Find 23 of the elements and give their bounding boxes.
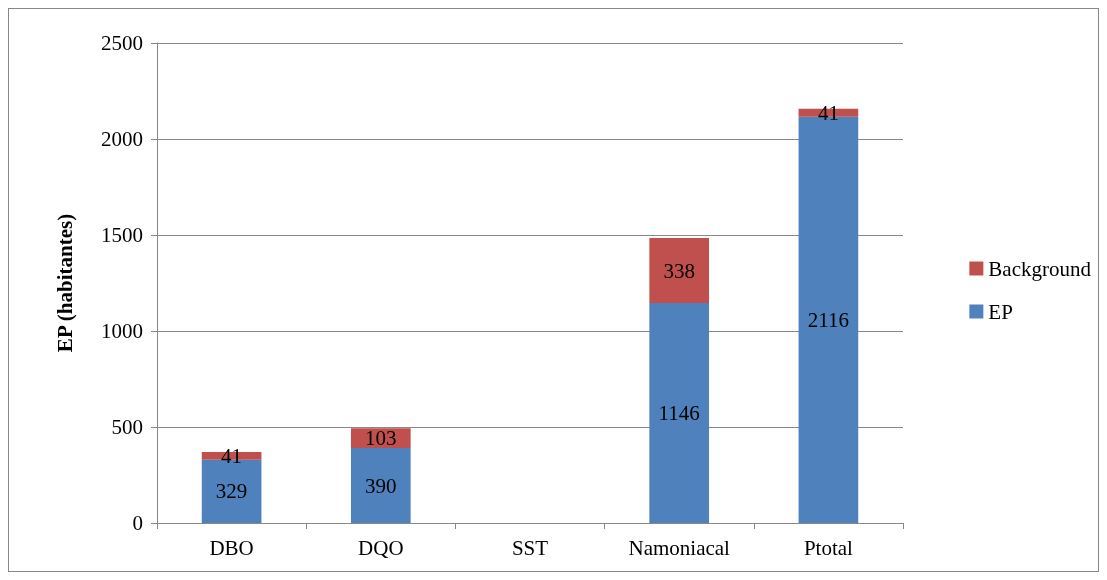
x-tick-label: Ptotal [803,535,854,560]
y-tick-label: 1500 [101,223,143,247]
legend-label: EP [988,299,1013,324]
y-axis-title: EP (habitantes) [52,213,77,353]
y-tick-label: 2000 [101,127,143,151]
x-tick-label: DQO [358,535,404,560]
y-tick-label: 2500 [101,31,143,55]
data-label: 390 [365,473,397,498]
data-label: 2116 [807,307,850,332]
data-label: 103 [365,426,397,451]
data-label: 1146 [658,400,700,425]
y-tick-label: 500 [111,415,143,439]
x-tick-label: SST [511,535,549,560]
bar [350,448,411,523]
bar [649,302,710,523]
data-label: 338 [663,258,695,283]
x-tick-label: Namoniacal [628,535,731,560]
x-tick-label: DBO [209,535,254,560]
y-tick-label: 0 [132,511,143,535]
y-tick-label: 1000 [101,319,143,343]
bar [649,238,710,303]
data-label: 329 [215,479,248,504]
legend-label: Background [988,256,1092,281]
